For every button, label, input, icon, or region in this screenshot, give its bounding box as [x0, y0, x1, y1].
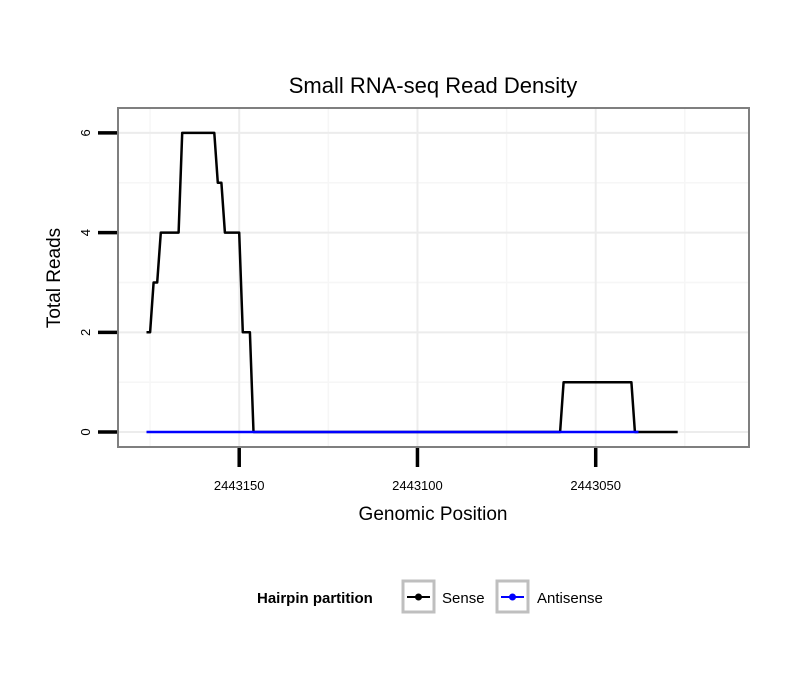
series-line-sense [146, 131, 678, 434]
y-tick-label: 0 [78, 428, 93, 435]
x-tick-label: 2443150 [214, 478, 265, 493]
series-layer [146, 131, 678, 434]
x-tick-label: 2443050 [570, 478, 621, 493]
legend-label-sense: Sense [442, 590, 485, 607]
x-tick-label: 2443100 [392, 478, 443, 493]
x-axis: 2443150 2443100 2443050 [214, 448, 621, 493]
legend-label-antisense: Antisense [537, 590, 603, 607]
x-axis-title: Genomic Position [359, 504, 508, 525]
y-tick-label: 4 [78, 229, 93, 236]
legend-item-antisense: Antisense [495, 579, 603, 614]
plot-border [117, 107, 750, 448]
legend-point-antisense [509, 593, 516, 601]
plot-panel [118, 108, 749, 447]
y-axis: 0 2 4 6 [78, 129, 117, 436]
legend-point-sense [415, 593, 422, 601]
y-tick-label: 2 [78, 329, 93, 336]
y-axis-title: Total Reads [44, 228, 65, 328]
chart-title: Small RNA-seq Read Density [289, 73, 578, 98]
legend-title: Hairpin partition [257, 590, 373, 607]
legend: Hairpin partition Sense Antisense [257, 579, 603, 614]
y-tick-label: 6 [78, 129, 93, 136]
legend-item-sense: Sense [401, 579, 485, 614]
